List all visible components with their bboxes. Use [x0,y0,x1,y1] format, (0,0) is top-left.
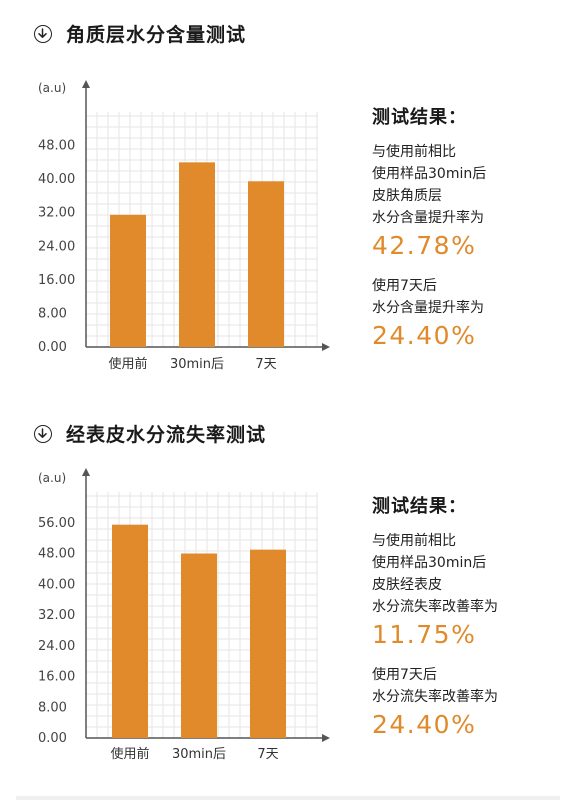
y-tick-label: 8.00 [38,306,67,321]
result-line: 皮肤角质层 [372,188,442,204]
result-value: 24.40% [372,710,477,739]
y-tick-label: 0.00 [38,340,67,355]
unit-label: (a.u) [38,471,66,485]
result-value: 24.40% [372,321,477,350]
section-title: 经表皮水分流失率测试 [66,424,267,446]
x-tick-label: 7天 [257,747,278,762]
y-tick-label: 32.00 [38,608,75,623]
bar-chart-hydration: (a.u) 0.00 8.00 16.00 24.00 32.00 40.00 48.00 使用… [38,80,330,372]
result-title: 测试结果： [372,496,467,517]
result-line: 皮肤经表皮 [372,577,442,593]
section-tewl-test: 经表皮水分流失率测试 (a.u) 0.00 8.00 16.00 24.00 32.00 4… [0,400,576,796]
bottom-divider [16,796,560,800]
section-heading: 经表皮水分流失率测试 [34,420,266,447]
y-tick-label: 16.00 [38,273,75,288]
result-line: 使用样品30min后 [372,166,487,182]
y-tick-label: 24.00 [38,639,75,654]
x-tick-label: 7天 [255,357,276,372]
section-stratum-corneum-test: 角质层水分含量测试 (a.u) 0.00 8.00 16.00 24.00 32.00 40… [34,20,486,372]
result-line: 使用7天后 [372,278,437,294]
y-tick-label: 0.00 [38,731,67,746]
result-line: 与使用前相比 [372,144,456,160]
y-axis-arrow-icon [82,80,90,88]
y-tick-label: 48.00 [38,139,75,154]
y-tick-label: 32.00 [38,206,75,221]
result-line: 水分含量提升率为 [372,210,484,226]
x-axis-arrow-icon [322,343,330,351]
y-tick-label: 40.00 [38,172,75,187]
result-line: 水分含量提升率为 [372,300,484,316]
result-value: 42.78% [372,231,477,260]
y-tick-label: 40.00 [38,577,75,592]
y-tick-label: 56.00 [38,516,75,531]
circle-arrow-down-icon [34,424,52,443]
section-title: 角质层水分含量测试 [66,24,247,46]
x-tick-label: 30min后 [172,747,226,762]
result-panel: 测试结果： 与使用前相比 使用样品30min后 皮肤角质层 水分含量提升率为 4… [372,103,486,365]
circle-arrow-down-icon [34,24,52,43]
section-heading: 角质层水分含量测试 [34,20,246,47]
x-axis-arrow-icon [322,734,330,742]
bar [112,524,148,738]
result-line: 使用7天后 [372,667,437,683]
result-title: 测试结果： [372,107,467,128]
unit-label: (a.u) [38,81,66,95]
result-value: 11.75% [372,620,477,649]
result-line: 与使用前相比 [372,533,456,549]
y-axis-arrow-icon [82,468,90,476]
bar-chart-tewl: (a.u) 0.00 8.00 16.00 24.00 32.00 40.00 48.00 56… [38,468,330,762]
x-tick-label: 30min后 [170,357,224,372]
result-panel: 测试结果： 与使用前相比 使用样品30min后 皮肤经表皮 水分流失率改善率为 … [372,492,498,754]
bar [248,181,284,347]
x-tick-label: 使用前 [108,356,147,372]
bar [179,162,215,347]
y-tick-label: 24.00 [38,239,75,254]
x-tick-label: 使用前 [110,746,149,762]
y-tick-label: 8.00 [38,700,67,715]
bar [250,549,286,738]
result-line: 水分流失率改善率为 [372,599,498,615]
bar [110,214,146,347]
result-line: 使用样品30min后 [372,555,487,571]
result-line: 水分流失率改善率为 [372,689,498,705]
y-tick-label: 16.00 [38,670,75,685]
bar [181,553,217,738]
y-tick-label: 48.00 [38,547,75,562]
